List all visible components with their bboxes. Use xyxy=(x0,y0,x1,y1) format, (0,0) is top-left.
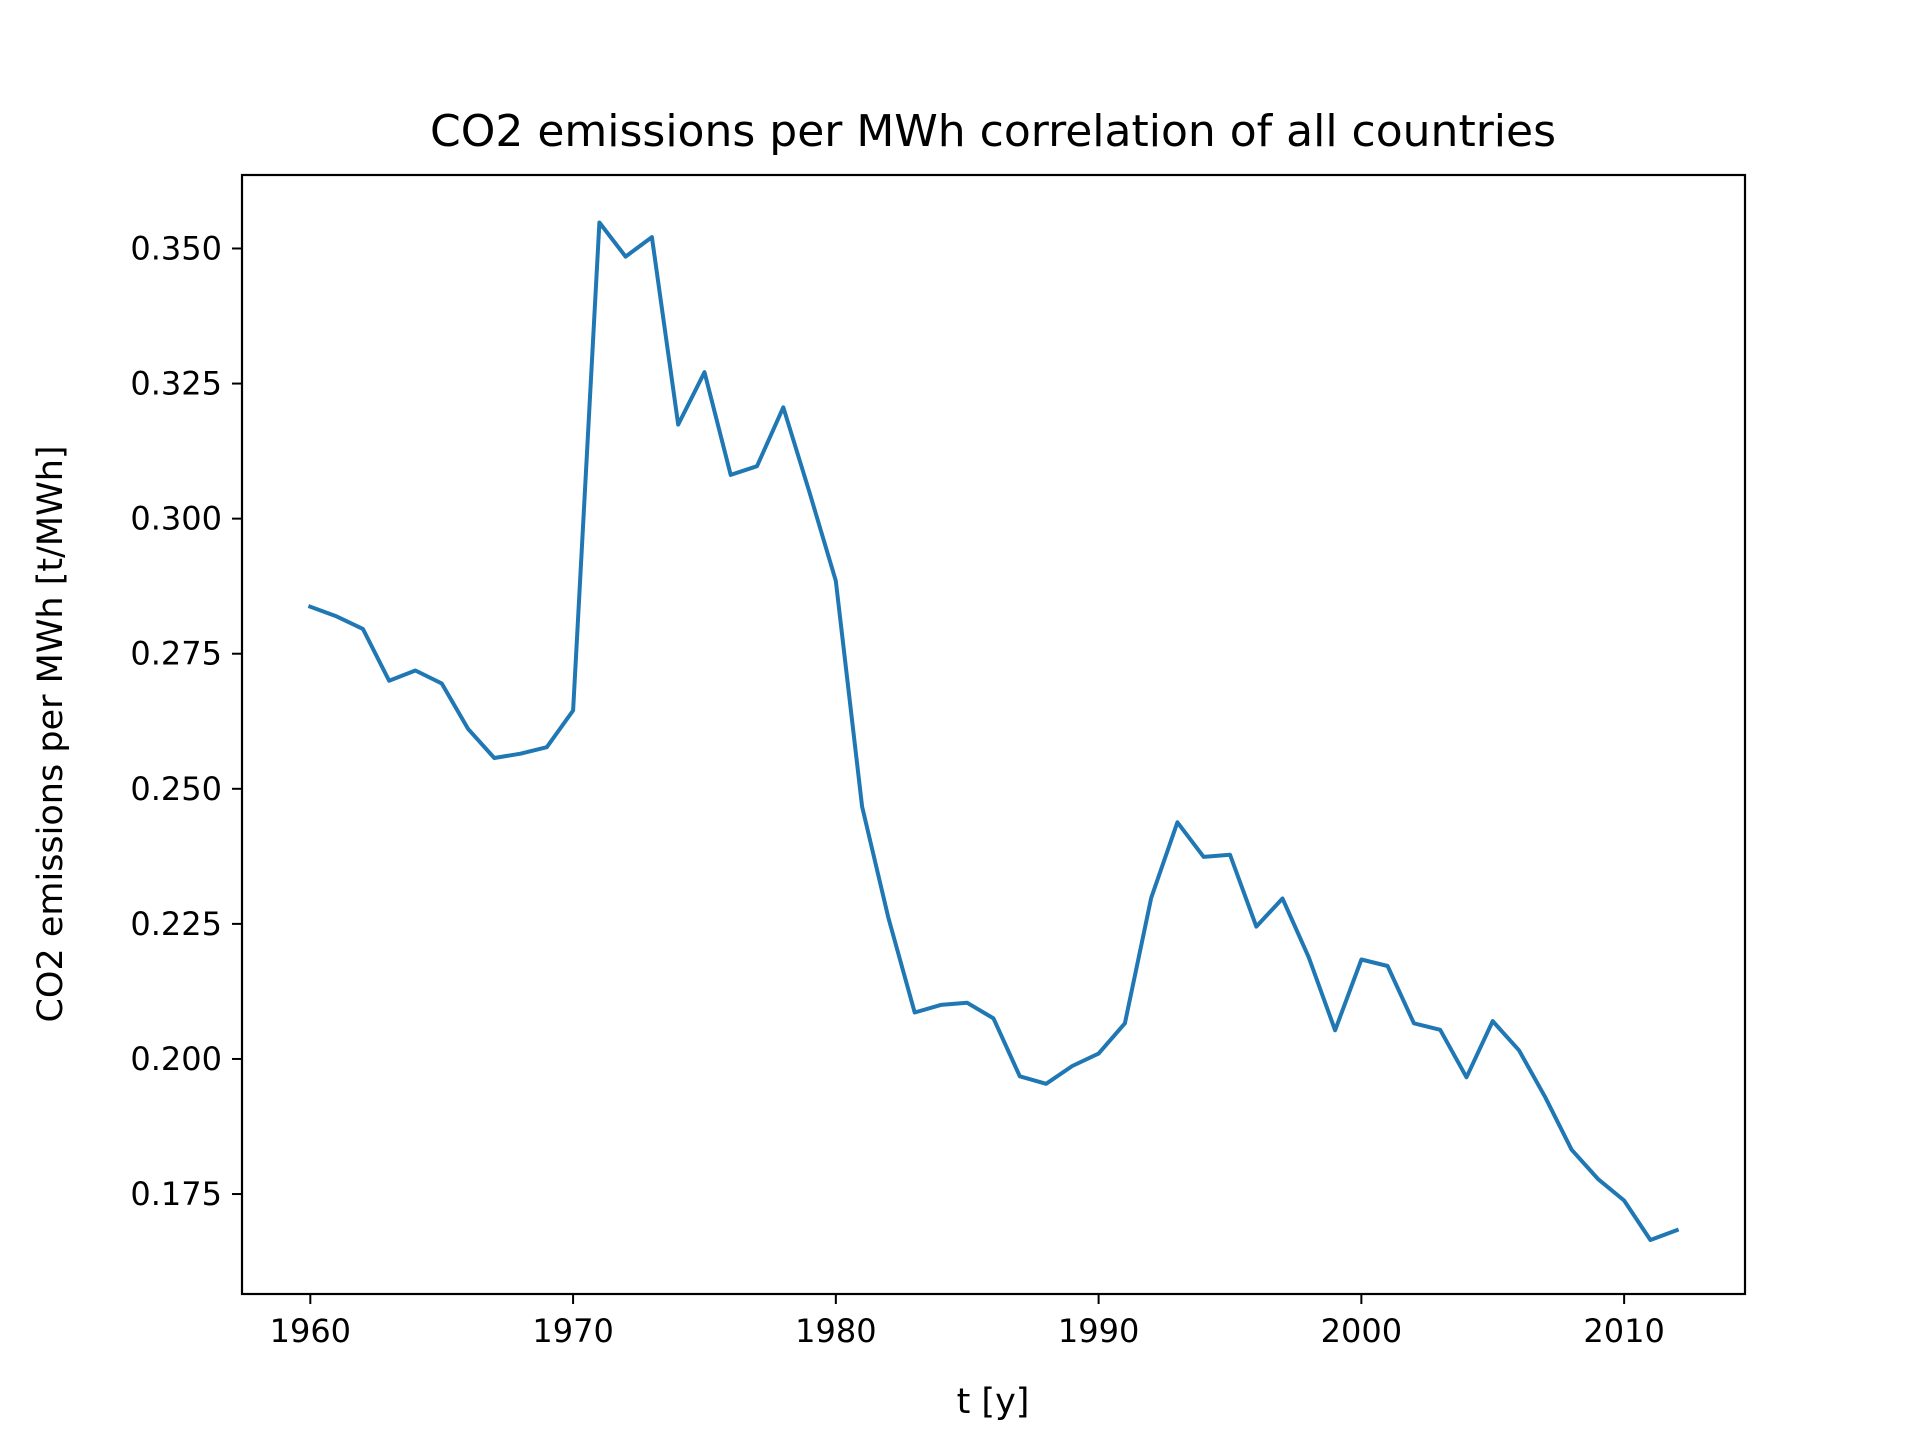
y-tick-label: 0.175 xyxy=(130,1175,222,1213)
y-axis-label: CO2 emissions per MWh [t/MWh] xyxy=(31,445,71,1022)
x-axis-label: t [y] xyxy=(957,1382,1030,1422)
series-line xyxy=(307,220,1680,1242)
x-tick-label: 1960 xyxy=(270,1312,351,1350)
plot-frame xyxy=(240,173,1747,1296)
plot-area xyxy=(307,220,1680,1242)
x-tick-label: 1990 xyxy=(1058,1312,1139,1350)
y-tick-label: 0.200 xyxy=(130,1040,222,1078)
x-tick-label: 2000 xyxy=(1321,1312,1402,1350)
chart-title: CO2 emissions per MWh correlation of all… xyxy=(430,106,1556,157)
x-tick-label: 1970 xyxy=(532,1312,613,1350)
x-tick-label: 2010 xyxy=(1583,1312,1664,1350)
y-tick-label: 0.350 xyxy=(130,229,222,267)
x-axis: 1960 1970 1980 1990 2000 2010 xyxy=(270,1294,1665,1350)
y-tick-label: 0.300 xyxy=(130,500,222,538)
y-tick-label: 0.250 xyxy=(130,770,222,808)
y-tick-label: 0.325 xyxy=(130,365,222,403)
y-tick-label: 0.275 xyxy=(130,635,222,673)
x-tick-label: 1980 xyxy=(795,1312,876,1350)
y-axis: 0.175 0.200 0.225 0.250 0.275 0.300 0.325 0.350 xyxy=(130,229,242,1213)
y-tick-label: 0.225 xyxy=(130,905,222,943)
